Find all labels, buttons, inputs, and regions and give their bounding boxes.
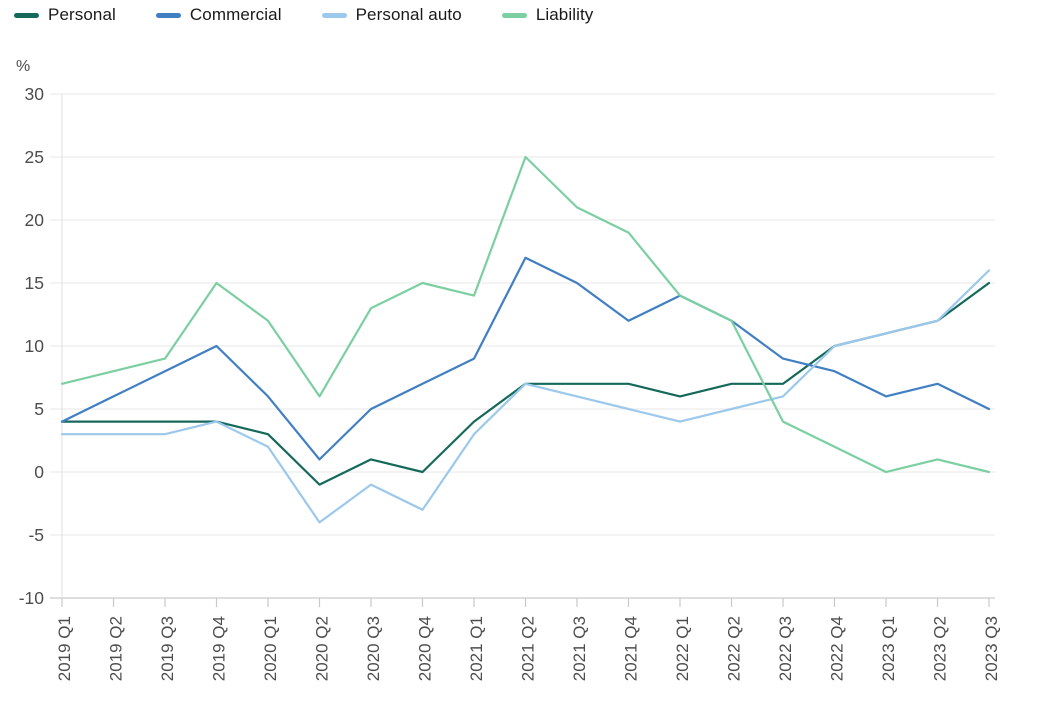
legend-label: Personal auto [355, 5, 462, 24]
y-axis-tick-label: 15 [25, 273, 44, 293]
y-axis-unit-label: % [16, 58, 31, 75]
x-axis-tick-label: 2022 Q2 [725, 616, 744, 681]
x-axis-tick-label: 2019 Q3 [158, 616, 177, 681]
legend-item-personal-auto[interactable]: Personal auto [321, 5, 462, 25]
y-axis-tick-label: -5 [28, 525, 44, 545]
x-axis-tick-label: 2019 Q2 [107, 616, 126, 681]
commercial-series-swatch-icon [155, 12, 181, 18]
x-axis-tick-label: 2021 Q4 [622, 616, 641, 681]
liability-series-swatch-icon [501, 12, 527, 18]
y-axis-tick-label: 25 [25, 147, 44, 167]
x-axis-tick-label: 2023 Q1 [879, 616, 898, 681]
x-axis-tick-label: 2020 Q2 [313, 616, 332, 681]
personal-series-swatch-icon [14, 12, 39, 18]
x-axis-tick-label: 2022 Q4 [828, 616, 847, 681]
legend-item-commercial[interactable]: Commercial [155, 5, 282, 25]
x-axis-tick-label: 2020 Q1 [261, 616, 280, 681]
y-axis-tick-label: 5 [34, 399, 44, 419]
x-axis-tick-label: 2019 Q1 [55, 616, 74, 681]
x-axis-tick-label: 2020 Q3 [364, 616, 383, 681]
x-axis-tick-label: 2023 Q3 [982, 616, 1001, 681]
series-line-liability [60, 155, 991, 474]
x-axis-tick-label: 2021 Q1 [467, 616, 486, 681]
legend-label: Commercial [189, 5, 282, 24]
legend-label: Liability [535, 5, 594, 24]
x-axis-tick-label: 2019 Q4 [210, 616, 229, 681]
y-axis-tick-label: 0 [34, 462, 44, 482]
x-axis-tick-label: 2022 Q3 [776, 616, 795, 681]
x-axis-tick-label: 2020 Q4 [416, 616, 435, 681]
legend-item-personal[interactable]: Personal [14, 5, 116, 25]
y-axis-tick-label: 20 [25, 210, 45, 230]
personal-auto-series-swatch-icon [321, 12, 347, 18]
y-axis-tick-label: -10 [19, 588, 45, 608]
legend-label: Personal [48, 5, 116, 24]
x-axis-tick-label: 2021 Q3 [570, 616, 589, 681]
series-line-commercial [60, 256, 991, 461]
chart-legend: Personal Commercial Personal auto Liabil… [14, 5, 593, 25]
legend-item-liability[interactable]: Liability [501, 5, 594, 25]
x-axis-tick-label: 2023 Q2 [931, 616, 950, 681]
x-axis-tick-label: 2021 Q2 [519, 616, 538, 681]
x-axis-tick-label: 2022 Q1 [673, 616, 692, 681]
y-axis-tick-label: 10 [25, 336, 45, 356]
y-axis-tick-label: 30 [25, 84, 45, 104]
series-line-personal-auto [60, 269, 991, 524]
